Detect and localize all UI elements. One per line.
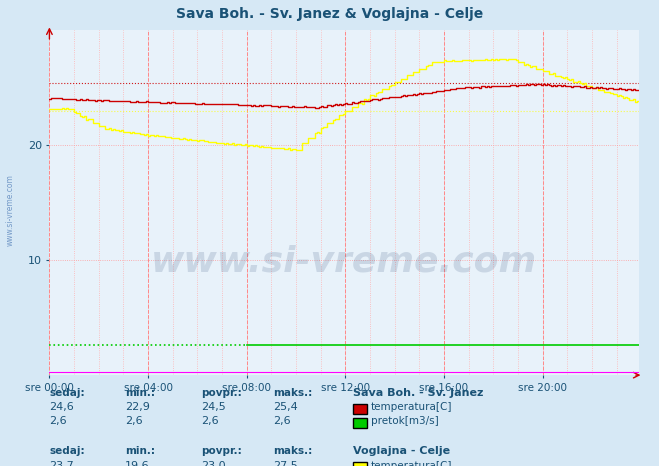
- Text: 27,5: 27,5: [273, 461, 299, 466]
- Text: Sava Boh. - Sv. Janez & Voglajna - Celje: Sava Boh. - Sv. Janez & Voglajna - Celje: [176, 7, 483, 21]
- Text: povpr.:: povpr.:: [201, 446, 242, 456]
- Text: pretok[m3/s]: pretok[m3/s]: [371, 417, 439, 426]
- Text: 23,0: 23,0: [201, 461, 225, 466]
- Text: 2,6: 2,6: [125, 417, 143, 426]
- Text: 22,9: 22,9: [125, 403, 150, 412]
- Text: temperatura[C]: temperatura[C]: [371, 461, 453, 466]
- Text: 19,6: 19,6: [125, 461, 150, 466]
- Text: maks.:: maks.:: [273, 389, 313, 398]
- Text: 24,5: 24,5: [201, 403, 226, 412]
- Text: www.si-vreme.com: www.si-vreme.com: [152, 244, 537, 278]
- Text: 25,4: 25,4: [273, 403, 299, 412]
- Text: 2,6: 2,6: [49, 417, 67, 426]
- Text: temperatura[C]: temperatura[C]: [371, 403, 453, 412]
- Text: 24,6: 24,6: [49, 403, 74, 412]
- Text: min.:: min.:: [125, 389, 156, 398]
- Text: sedaj:: sedaj:: [49, 389, 85, 398]
- Text: maks.:: maks.:: [273, 446, 313, 456]
- Text: min.:: min.:: [125, 446, 156, 456]
- Text: Sava Boh. - Sv. Janez: Sava Boh. - Sv. Janez: [353, 389, 483, 398]
- Text: 23,7: 23,7: [49, 461, 74, 466]
- Text: sedaj:: sedaj:: [49, 446, 85, 456]
- Text: Voglajna - Celje: Voglajna - Celje: [353, 446, 449, 456]
- Text: www.si-vreme.com: www.si-vreme.com: [5, 174, 14, 246]
- Text: 2,6: 2,6: [273, 417, 291, 426]
- Text: 2,6: 2,6: [201, 417, 219, 426]
- Text: povpr.:: povpr.:: [201, 389, 242, 398]
